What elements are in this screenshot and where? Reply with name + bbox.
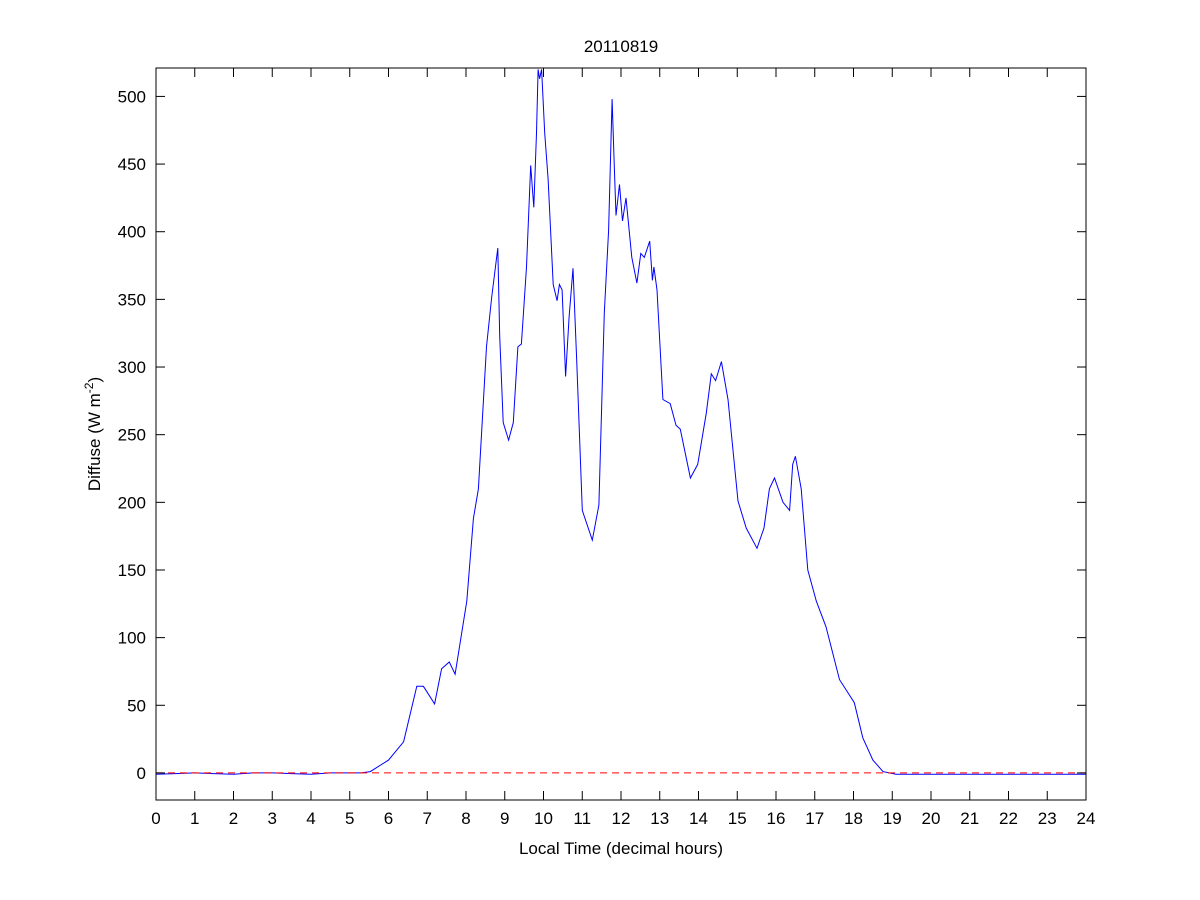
y-tick-label: 300 — [118, 358, 146, 377]
x-tick-label: 22 — [999, 809, 1018, 828]
y-tick-label: 0 — [137, 764, 146, 783]
x-tick-label: 17 — [805, 809, 824, 828]
plot-area — [156, 68, 1086, 800]
x-tick-label: 0 — [151, 809, 160, 828]
y-tick-label: 400 — [118, 223, 146, 242]
x-tick-label: 5 — [345, 809, 354, 828]
x-tick-label: 6 — [384, 809, 393, 828]
x-tick-label: 2 — [229, 809, 238, 828]
y-tick-label: 250 — [118, 426, 146, 445]
y-tick-label: 200 — [118, 493, 146, 512]
x-tick-label: 23 — [1038, 809, 1057, 828]
y-tick-label: 100 — [118, 629, 146, 648]
x-tick-label: 9 — [500, 809, 509, 828]
x-tick-label: 8 — [461, 809, 470, 828]
y-tick-label: 50 — [127, 696, 146, 715]
y-tick-label: 450 — [118, 155, 146, 174]
x-tick-label: 1 — [190, 809, 199, 828]
x-tick-label: 20 — [922, 809, 941, 828]
x-tick-label: 21 — [960, 809, 979, 828]
chart-title: 20110819 — [584, 37, 658, 56]
x-tick-label: 14 — [689, 809, 708, 828]
diffuse-series-line — [155, 69, 1086, 775]
y-tick-label: 150 — [118, 561, 146, 580]
x-tick-label: 16 — [767, 809, 786, 828]
tick-layer: 0 1 2 3 4 5 6 7 8 9 10 11 12 13 14 15 16 17 18 19 20 21 22 23 24… — [118, 68, 1096, 828]
x-tick-label: 13 — [650, 809, 669, 828]
x-tick-label: 3 — [268, 809, 277, 828]
y-tick-label: 350 — [118, 290, 146, 309]
y-axis-label-superscript: -2 — [82, 382, 96, 393]
series-layer — [155, 69, 1086, 775]
y-tick-label: 500 — [118, 87, 146, 106]
x-tick-label: 11 — [573, 809, 591, 828]
x-tick-label: 19 — [883, 809, 902, 828]
x-tick-label: 4 — [306, 809, 315, 828]
axes-box — [155, 67, 1087, 801]
x-tick-label: 7 — [423, 809, 432, 828]
y-axis-label-text: Diffuse (W m — [85, 393, 104, 491]
x-tick-label: 10 — [534, 809, 553, 828]
x-tick-label: 12 — [612, 809, 631, 828]
y-axis-label-suffix: ) — [85, 377, 104, 383]
x-tick-label: 15 — [728, 809, 747, 828]
x-axis-label: Local Time (decimal hours) — [519, 839, 723, 858]
y-axis-label: Diffuse (W m-2) — [82, 377, 104, 491]
x-tick-label: 18 — [844, 809, 863, 828]
x-tick-label: 24 — [1077, 809, 1096, 828]
